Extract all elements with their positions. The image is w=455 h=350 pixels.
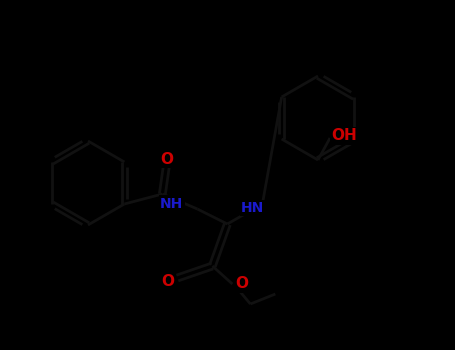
Text: HN: HN: [241, 201, 264, 215]
Text: O: O: [161, 273, 174, 288]
Text: O: O: [235, 276, 248, 292]
Text: OH: OH: [331, 128, 357, 143]
Text: NH: NH: [160, 196, 183, 210]
Text: O: O: [160, 152, 173, 167]
